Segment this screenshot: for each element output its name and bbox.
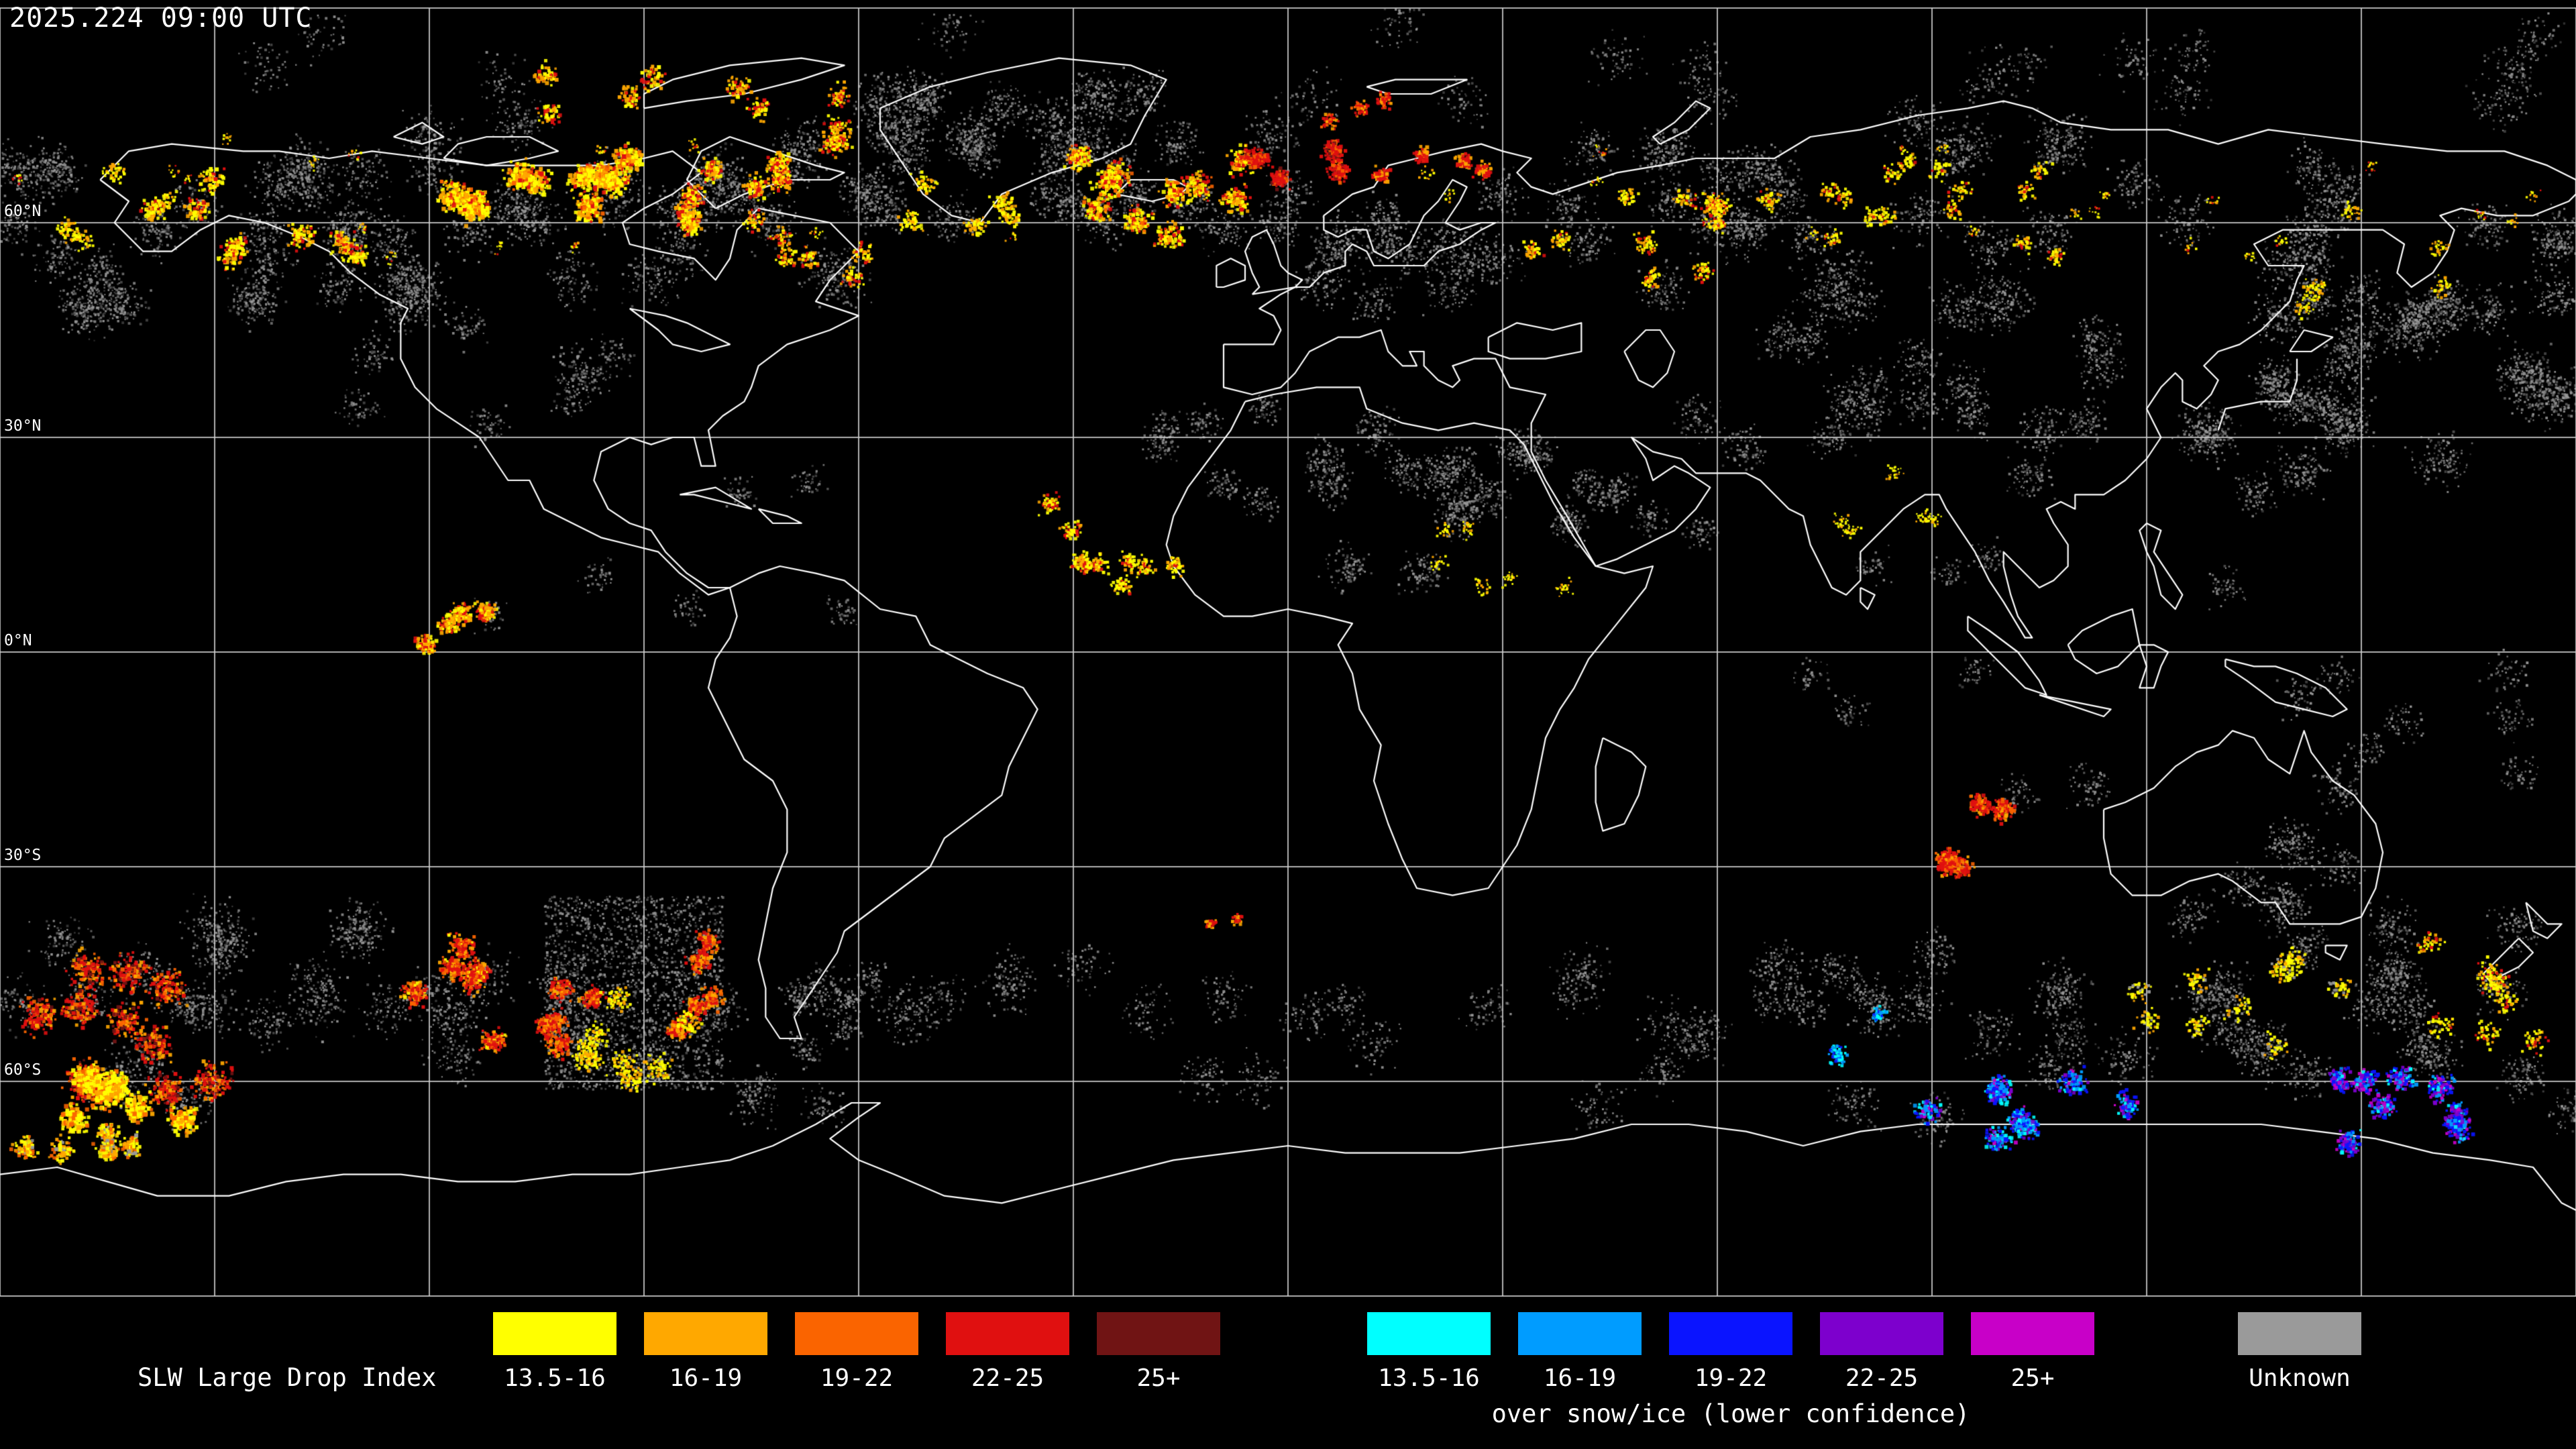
- lat-label-60S: 60°S: [4, 1061, 42, 1079]
- lat-label-60N: 60°N: [4, 203, 42, 220]
- lat-label-30S: 30°S: [4, 847, 42, 864]
- lat-label-30N: 30°N: [4, 417, 42, 435]
- lat-label-0N: 0°N: [4, 632, 32, 649]
- timestamp: 2025.224 09:00 UTC: [9, 3, 313, 34]
